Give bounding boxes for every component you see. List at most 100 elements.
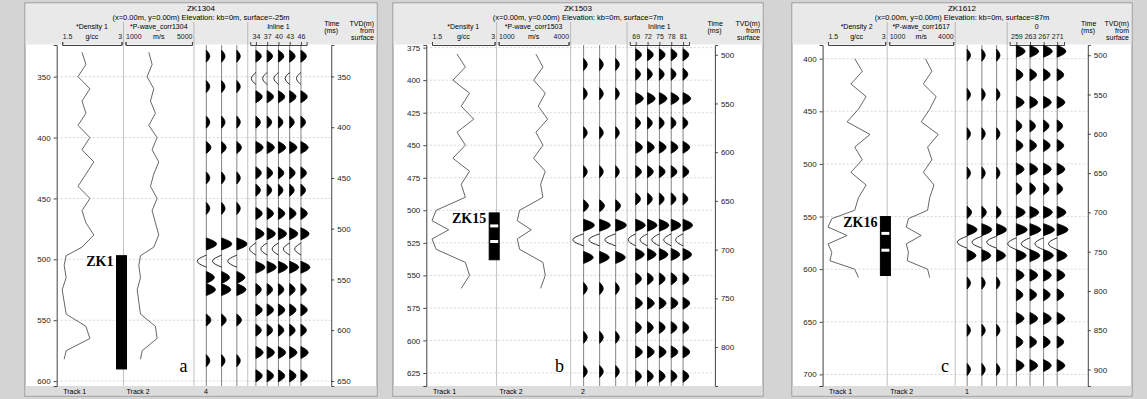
axis: 500550600650700750800 bbox=[715, 46, 735, 387]
wavelet-lobe bbox=[267, 304, 273, 316]
wavelet-lobe bbox=[982, 167, 985, 179]
figure: ZK1304(x=0.00m, y=0.00m) Elevation: kb=0… bbox=[0, 0, 1147, 399]
tick-label: 450 bbox=[37, 195, 51, 204]
tick-label: 81 bbox=[680, 33, 688, 40]
wavelet-lobe bbox=[648, 49, 654, 61]
wavelet-lobe bbox=[683, 93, 691, 105]
wavelet-lobe bbox=[636, 166, 642, 178]
tick-label: 75 bbox=[656, 33, 664, 40]
axis: 3437404346 bbox=[251, 33, 307, 46]
synthetic-group bbox=[573, 45, 627, 386]
tick-mark bbox=[715, 152, 718, 153]
wavelet-lobe bbox=[683, 49, 689, 61]
wavelet-lobe bbox=[683, 297, 690, 309]
wavelet-lobe bbox=[222, 355, 225, 367]
wavelet-lobe bbox=[659, 346, 666, 358]
axis: 400450500550600650700 bbox=[803, 46, 823, 387]
tick-mark bbox=[267, 42, 268, 45]
tick-mark bbox=[495, 42, 496, 45]
wavelet-lobe bbox=[636, 346, 643, 358]
tick: 78 bbox=[668, 33, 676, 45]
wavelet-lobe bbox=[1057, 45, 1066, 57]
tick: 267 bbox=[1038, 33, 1050, 45]
wavelet-lobe bbox=[584, 88, 588, 100]
tick-label: 1.5 bbox=[63, 33, 73, 40]
tick: 4000 bbox=[938, 33, 954, 45]
tick-mark bbox=[54, 77, 57, 78]
seismic-title: Inline 1 bbox=[648, 23, 671, 30]
time-axis-title: Time(ms) bbox=[324, 20, 339, 35]
axis-line bbox=[433, 42, 496, 46]
tick-mark bbox=[423, 48, 426, 49]
wavelet-lobe bbox=[997, 206, 1001, 218]
tick-label: 600 bbox=[37, 377, 51, 386]
tick-mark bbox=[715, 103, 718, 104]
tick-label: 400 bbox=[37, 134, 51, 143]
wavelet-lobe bbox=[1016, 336, 1023, 348]
log-curve-group bbox=[906, 59, 938, 278]
wavelet-lobe bbox=[648, 166, 654, 178]
tick-label: 600 bbox=[407, 337, 421, 346]
wavelet-lobe bbox=[301, 370, 307, 382]
tick-mark bbox=[331, 127, 334, 128]
tick-label: 1000 bbox=[890, 33, 906, 40]
axis: 500550600650700750800850900 bbox=[1088, 46, 1108, 387]
well-column bbox=[117, 256, 127, 369]
wavelet-lobe bbox=[237, 142, 242, 154]
tick: 1.5 bbox=[433, 33, 443, 45]
time-axis-title: Time(ms) bbox=[708, 20, 723, 35]
tick-mark bbox=[54, 138, 57, 139]
tick-label: 3 bbox=[118, 33, 122, 40]
tick: 1.5 bbox=[829, 33, 839, 45]
tick-mark bbox=[126, 42, 127, 45]
wavelet-lobe bbox=[659, 141, 666, 153]
wavelet-lobe bbox=[278, 347, 285, 359]
axis-line bbox=[1088, 46, 1091, 387]
wavelet-lobe bbox=[648, 68, 653, 80]
wavelet-lobe bbox=[206, 355, 209, 367]
tick-mark bbox=[683, 42, 684, 45]
wavelet-lobe bbox=[671, 49, 677, 61]
wavelet-lobe bbox=[256, 347, 263, 359]
wavelet-lobe bbox=[987, 236, 997, 248]
wavelet-lobe bbox=[267, 370, 273, 382]
tick-label: 375 bbox=[407, 44, 421, 53]
wavelet-lobe bbox=[212, 255, 221, 267]
wavelet-lobe bbox=[1016, 312, 1024, 324]
wavelet-lobe bbox=[671, 68, 676, 80]
tick: 400 bbox=[803, 55, 822, 64]
tick-label: 1000 bbox=[499, 33, 515, 40]
axis-line bbox=[423, 46, 427, 387]
well-label: ZK15 bbox=[452, 211, 486, 226]
wavelet-lobe bbox=[1057, 96, 1065, 108]
wavelet-lobe bbox=[671, 370, 677, 382]
track-name: *Density 2 bbox=[841, 23, 873, 31]
wavelet-lobe bbox=[600, 88, 604, 100]
track-border bbox=[1007, 22, 1008, 386]
tick: 350 bbox=[331, 73, 351, 82]
wavelet-lobe bbox=[967, 224, 977, 236]
wavelet-lobe bbox=[1030, 96, 1038, 108]
wavelet-lobe bbox=[628, 234, 636, 246]
log-curve bbox=[137, 52, 159, 359]
wavelet-lobe bbox=[997, 250, 1006, 262]
tick-mark bbox=[715, 298, 718, 299]
wavelet-lobe bbox=[278, 167, 283, 179]
wavelet-lobe bbox=[648, 117, 653, 129]
tick-mark bbox=[331, 330, 334, 331]
well-column bbox=[489, 213, 499, 260]
axis-line bbox=[54, 46, 58, 387]
wavelet-lobe bbox=[659, 322, 665, 334]
wavelet-lobe bbox=[683, 117, 688, 129]
tick-label: 1.5 bbox=[433, 33, 443, 40]
axis: 1.53 bbox=[433, 33, 496, 46]
wavelet-lobe bbox=[278, 207, 284, 219]
wavelet-lobe bbox=[1030, 120, 1035, 132]
wavelet-lobe bbox=[1016, 183, 1021, 195]
well-column bbox=[880, 217, 890, 276]
wavelet-lobe bbox=[616, 88, 620, 100]
wavelet-lobe bbox=[1030, 269, 1038, 281]
track-border bbox=[193, 22, 194, 386]
wavelet-lobe bbox=[1044, 269, 1052, 281]
wavelet-lobe bbox=[272, 243, 278, 255]
